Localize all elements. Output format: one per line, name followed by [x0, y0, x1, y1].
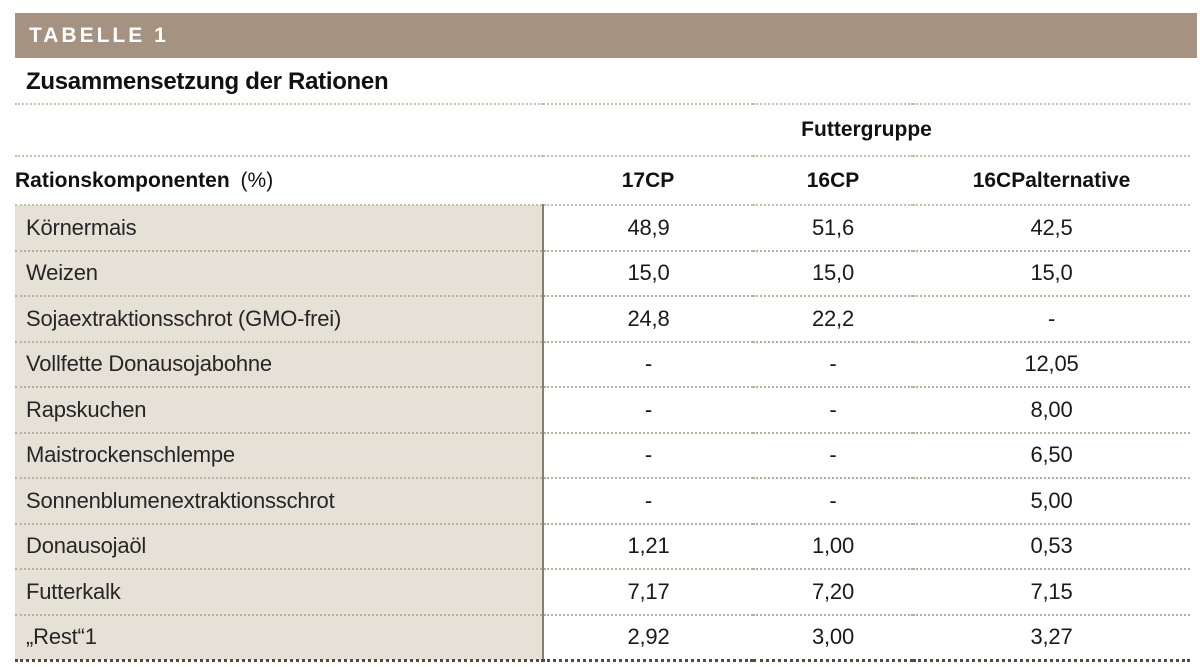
cell-value: 42,5: [913, 204, 1191, 251]
row-label: Donausojaöl: [15, 522, 544, 569]
cell-value: 7,17: [543, 568, 753, 615]
cell-value: 12,05: [913, 340, 1191, 387]
cell-value: -: [543, 386, 753, 433]
table-row-futterkalk: Futterkalk 7,17 7,20 7,15: [15, 568, 1191, 615]
table-tag-label: TABELLE 1: [29, 24, 169, 47]
row-label: Rapskuchen: [15, 386, 544, 433]
row-label: Sonnenblumenextraktionsschrot: [15, 477, 544, 524]
cell-value: 15,0: [913, 249, 1191, 296]
cell-value: -: [753, 340, 913, 387]
row-label: „Rest“1: [15, 613, 544, 660]
cell-value: -: [543, 340, 753, 387]
cell-value: 3,27: [913, 613, 1191, 660]
table-row-sojaextraktionsschrot: Sojaextraktionsschrot (GMO-frei) 24,8 22…: [15, 295, 1191, 342]
cell-value: -: [543, 477, 753, 524]
cell-value: 2,92: [543, 613, 753, 660]
cell-value: 0,53: [913, 522, 1191, 569]
column-header-16cpalternative: 16CPalternative: [913, 156, 1191, 206]
table-tag-bar: TABELLE 1: [15, 13, 1197, 58]
row-label: Weizen: [15, 249, 544, 296]
group-header-spacer: [15, 104, 543, 157]
row-label: Körnermais: [15, 204, 544, 251]
row-label: Futterkalk: [15, 568, 544, 615]
row-header-unit: (%): [240, 168, 274, 192]
row-label: Maistrockenschlempe: [15, 431, 544, 478]
table-row-donausojaoel: Donausojaöl 1,21 1,00 0,53: [15, 522, 1191, 569]
row-label: Vollfette Donausojabohne: [15, 340, 544, 387]
cell-value: 1,21: [543, 522, 753, 569]
cell-value: -: [753, 386, 913, 433]
cell-value: 8,00: [913, 386, 1191, 433]
cell-value: -: [543, 431, 753, 478]
row-header-label: Rationskomponenten: [15, 168, 230, 192]
group-header-row: Futtergruppe: [15, 104, 1191, 157]
rations-table: Futtergruppe Rationskomponenten (%) 17CP…: [15, 103, 1191, 662]
cell-value: -: [913, 295, 1191, 342]
table-row-rapskuchen: Rapskuchen - - 8,00: [15, 386, 1191, 433]
table-row-sonnenblumenextraktionsschrot: Sonnenblumenextraktionsschrot - - 5,00: [15, 477, 1191, 524]
cell-value: -: [753, 431, 913, 478]
row-header-cell: Rationskomponenten (%): [15, 156, 543, 206]
table-title: Zusammensetzung der Rationen: [26, 68, 389, 95]
table-row-donausojabohne: Vollfette Donausojabohne - - 12,05: [15, 340, 1191, 387]
table-row-maistrockenschlempe: Maistrockenschlempe - - 6,50: [15, 431, 1191, 478]
table-row-weizen: Weizen 15,0 15,0 15,0: [15, 249, 1191, 296]
cell-value: 7,20: [753, 568, 913, 615]
cell-value: 3,00: [753, 613, 913, 660]
cell-value: 5,00: [913, 477, 1191, 524]
cell-value: 51,6: [753, 204, 913, 251]
column-header-row: Rationskomponenten (%) 17CP 16CP 16CPalt…: [15, 156, 1191, 206]
column-header-17cp: 17CP: [543, 156, 753, 206]
cell-value: 1,00: [753, 522, 913, 569]
table-row-koernermais: Körnermais 48,9 51,6 42,5: [15, 204, 1191, 251]
cell-value: -: [753, 477, 913, 524]
cell-value: 15,0: [753, 249, 913, 296]
column-header-16cp: 16CP: [753, 156, 913, 206]
cell-value: 7,15: [913, 568, 1191, 615]
group-header-label: Futtergruppe: [543, 104, 1191, 157]
cell-value: 24,8: [543, 295, 753, 342]
table-row-rest: „Rest“1 2,92 3,00 3,27: [15, 613, 1191, 660]
cell-value: 6,50: [913, 431, 1191, 478]
cell-value: 15,0: [543, 249, 753, 296]
cell-value: 22,2: [753, 295, 913, 342]
cell-value: 48,9: [543, 204, 753, 251]
row-label: Sojaextraktionsschrot (GMO-frei): [15, 295, 544, 342]
